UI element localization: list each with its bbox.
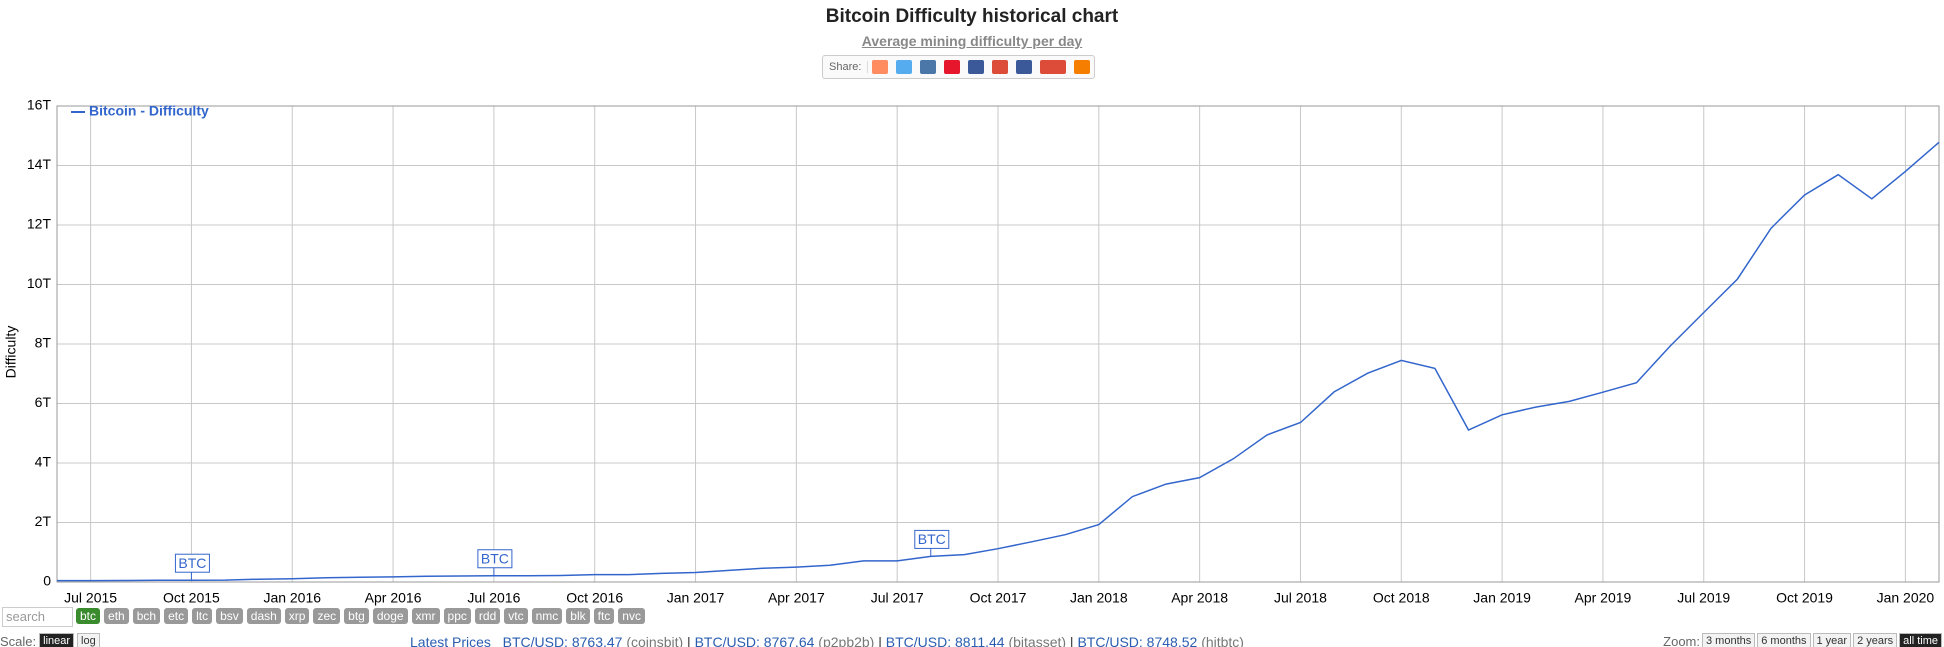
- x-tick-label: Oct 2015: [163, 590, 220, 606]
- zoom-button[interactable]: 3 months: [1702, 633, 1756, 647]
- coin-button[interactable]: bch: [132, 608, 161, 624]
- x-tick-label: Apr 2018: [1171, 590, 1228, 606]
- share-icon[interactable]: [872, 60, 889, 74]
- price-pair[interactable]: BTC/USD: 8748.52: [1077, 634, 1198, 647]
- coin-button[interactable]: ppc: [443, 608, 471, 624]
- share-icon[interactable]: [1016, 60, 1033, 74]
- coin-button[interactable]: xrp: [284, 608, 310, 624]
- price-pair[interactable]: BTC/USD: 8767.64: [694, 634, 815, 647]
- coin-button[interactable]: zec: [313, 608, 341, 624]
- search-box[interactable]: search: [2, 607, 73, 627]
- flag-box: [174, 553, 210, 573]
- scale-control: Scale: linear log: [0, 633, 100, 647]
- legend-label: Bitcoin - Difficulty: [89, 103, 209, 119]
- x-tick-label: Jul 2018: [1274, 590, 1327, 606]
- y-tick-label: 12T: [27, 216, 52, 232]
- price-exchange: (p2pb2b): [818, 634, 875, 647]
- share-icon[interactable]: [992, 60, 1009, 74]
- y-tick-label: 4T: [35, 454, 52, 470]
- share-bar: Share:: [822, 55, 1096, 79]
- zoom-button[interactable]: all time: [1899, 633, 1942, 647]
- coin-button[interactable]: ltc: [192, 608, 213, 624]
- share-icon[interactable]: [968, 60, 985, 74]
- separator: [495, 634, 503, 647]
- x-tick-label: Oct 2017: [970, 590, 1027, 606]
- x-tick-label: Jan 2016: [263, 590, 321, 606]
- separator: |: [683, 634, 695, 647]
- x-tick-label: Oct 2019: [1776, 590, 1833, 606]
- coin-button[interactable]: etc: [164, 608, 189, 624]
- coin-button[interactable]: blk: [566, 608, 590, 624]
- zoom-control: Zoom: 3 months 6 months 1 year 2 years all t…: [1663, 633, 1942, 647]
- flag-label: BTC: [481, 550, 509, 566]
- zoom-button[interactable]: 1 year: [1812, 633, 1852, 647]
- x-tick-label: Jul 2017: [871, 590, 924, 606]
- coin-button[interactable]: ftc: [593, 608, 615, 624]
- share-icon[interactable]: [1040, 60, 1067, 74]
- share-icon[interactable]: [944, 60, 961, 74]
- x-tick-label: Jan 2020: [1877, 590, 1935, 606]
- scale-button[interactable]: linear: [39, 633, 75, 647]
- share-icon[interactable]: [1074, 60, 1091, 74]
- coin-button[interactable]: doge: [372, 608, 408, 624]
- y-axis-title: Difficulty: [3, 326, 19, 379]
- price-pair[interactable]: BTC/USD: 8763.47: [502, 634, 623, 647]
- x-tick-label: Apr 2019: [1575, 590, 1632, 606]
- coin-button[interactable]: nmc: [531, 608, 563, 624]
- subtitle: Average mining difficulty per day: [861, 33, 1083, 49]
- x-tick-label: Jan 2019: [1473, 590, 1531, 606]
- y-tick-label: 0: [43, 573, 51, 589]
- y-tick-label: 16T: [27, 97, 52, 113]
- chart: Difficulty 0 2T 4T 6T 8T 10T 12T 14T 16T Jul 2015…: [3, 97, 1940, 606]
- flag-box: [477, 549, 513, 569]
- coin-button[interactable]: vtc: [504, 608, 528, 624]
- coin-button[interactable]: xmr: [411, 608, 440, 624]
- flag-label: BTC: [178, 555, 206, 571]
- latest-prices: Latest Prices BTC/USD: 8763.47 (coinsbit…: [410, 634, 1244, 647]
- plot-frame: [56, 105, 1940, 583]
- flag-label: BTC: [918, 531, 946, 547]
- price-exchange: (bitasset): [1008, 634, 1067, 647]
- share-icon[interactable]: [896, 60, 913, 74]
- price-pair[interactable]: BTC/USD: 8811.44: [885, 634, 1005, 647]
- x-tick-label: Apr 2016: [365, 590, 422, 606]
- coin-button[interactable]: dash: [246, 608, 281, 624]
- title: Bitcoin Difficulty historical chart: [825, 6, 1119, 27]
- coin-button[interactable]: bsv: [216, 608, 243, 624]
- data-line: [57, 141, 1940, 582]
- y-tick-label: 2T: [35, 513, 52, 529]
- x-tick-label: Jul 2019: [1677, 590, 1730, 606]
- zoom-button[interactable]: 2 years: [1853, 633, 1898, 647]
- coin-list: btc eth bch etc ltc bsv dash xrp zec btg doge xmr pp…: [76, 608, 645, 624]
- scale-button[interactable]: log: [77, 633, 100, 647]
- share-icon[interactable]: [920, 60, 937, 74]
- coin-button[interactable]: nvc: [618, 608, 645, 624]
- zoom-label: Zoom:: [1663, 633, 1700, 647]
- x-tick-label: Oct 2018: [1373, 590, 1430, 606]
- x-tick-label: Jul 2016: [467, 590, 520, 606]
- y-tick-label: 10T: [27, 275, 52, 291]
- separator: |: [1066, 634, 1078, 647]
- y-tick-label: 14T: [27, 156, 52, 172]
- x-tick-label: Jan 2018: [1070, 590, 1128, 606]
- x-tick-label: Jul 2015: [64, 590, 117, 606]
- price-exchange: (coinsbit): [626, 634, 684, 647]
- y-tick-label: 6T: [35, 394, 52, 410]
- share-label: Share:: [823, 61, 869, 73]
- coin-button[interactable]: rdd: [474, 608, 501, 624]
- flag-box: [914, 529, 950, 549]
- coin-button[interactable]: btc: [76, 608, 101, 624]
- price-exchange: (hitbtc): [1201, 634, 1244, 647]
- latest-label[interactable]: Latest Prices: [410, 634, 491, 647]
- coin-button[interactable]: btg: [344, 608, 369, 624]
- coin-button[interactable]: eth: [104, 608, 129, 624]
- zoom-button[interactable]: 6 months: [1757, 633, 1811, 647]
- scale-label: Scale:: [0, 633, 37, 647]
- x-tick-label: Oct 2016: [566, 590, 623, 606]
- x-tick-label: Jan 2017: [667, 590, 725, 606]
- y-tick-label: 8T: [35, 335, 52, 351]
- separator: |: [874, 634, 886, 647]
- x-tick-label: Apr 2017: [768, 590, 825, 606]
